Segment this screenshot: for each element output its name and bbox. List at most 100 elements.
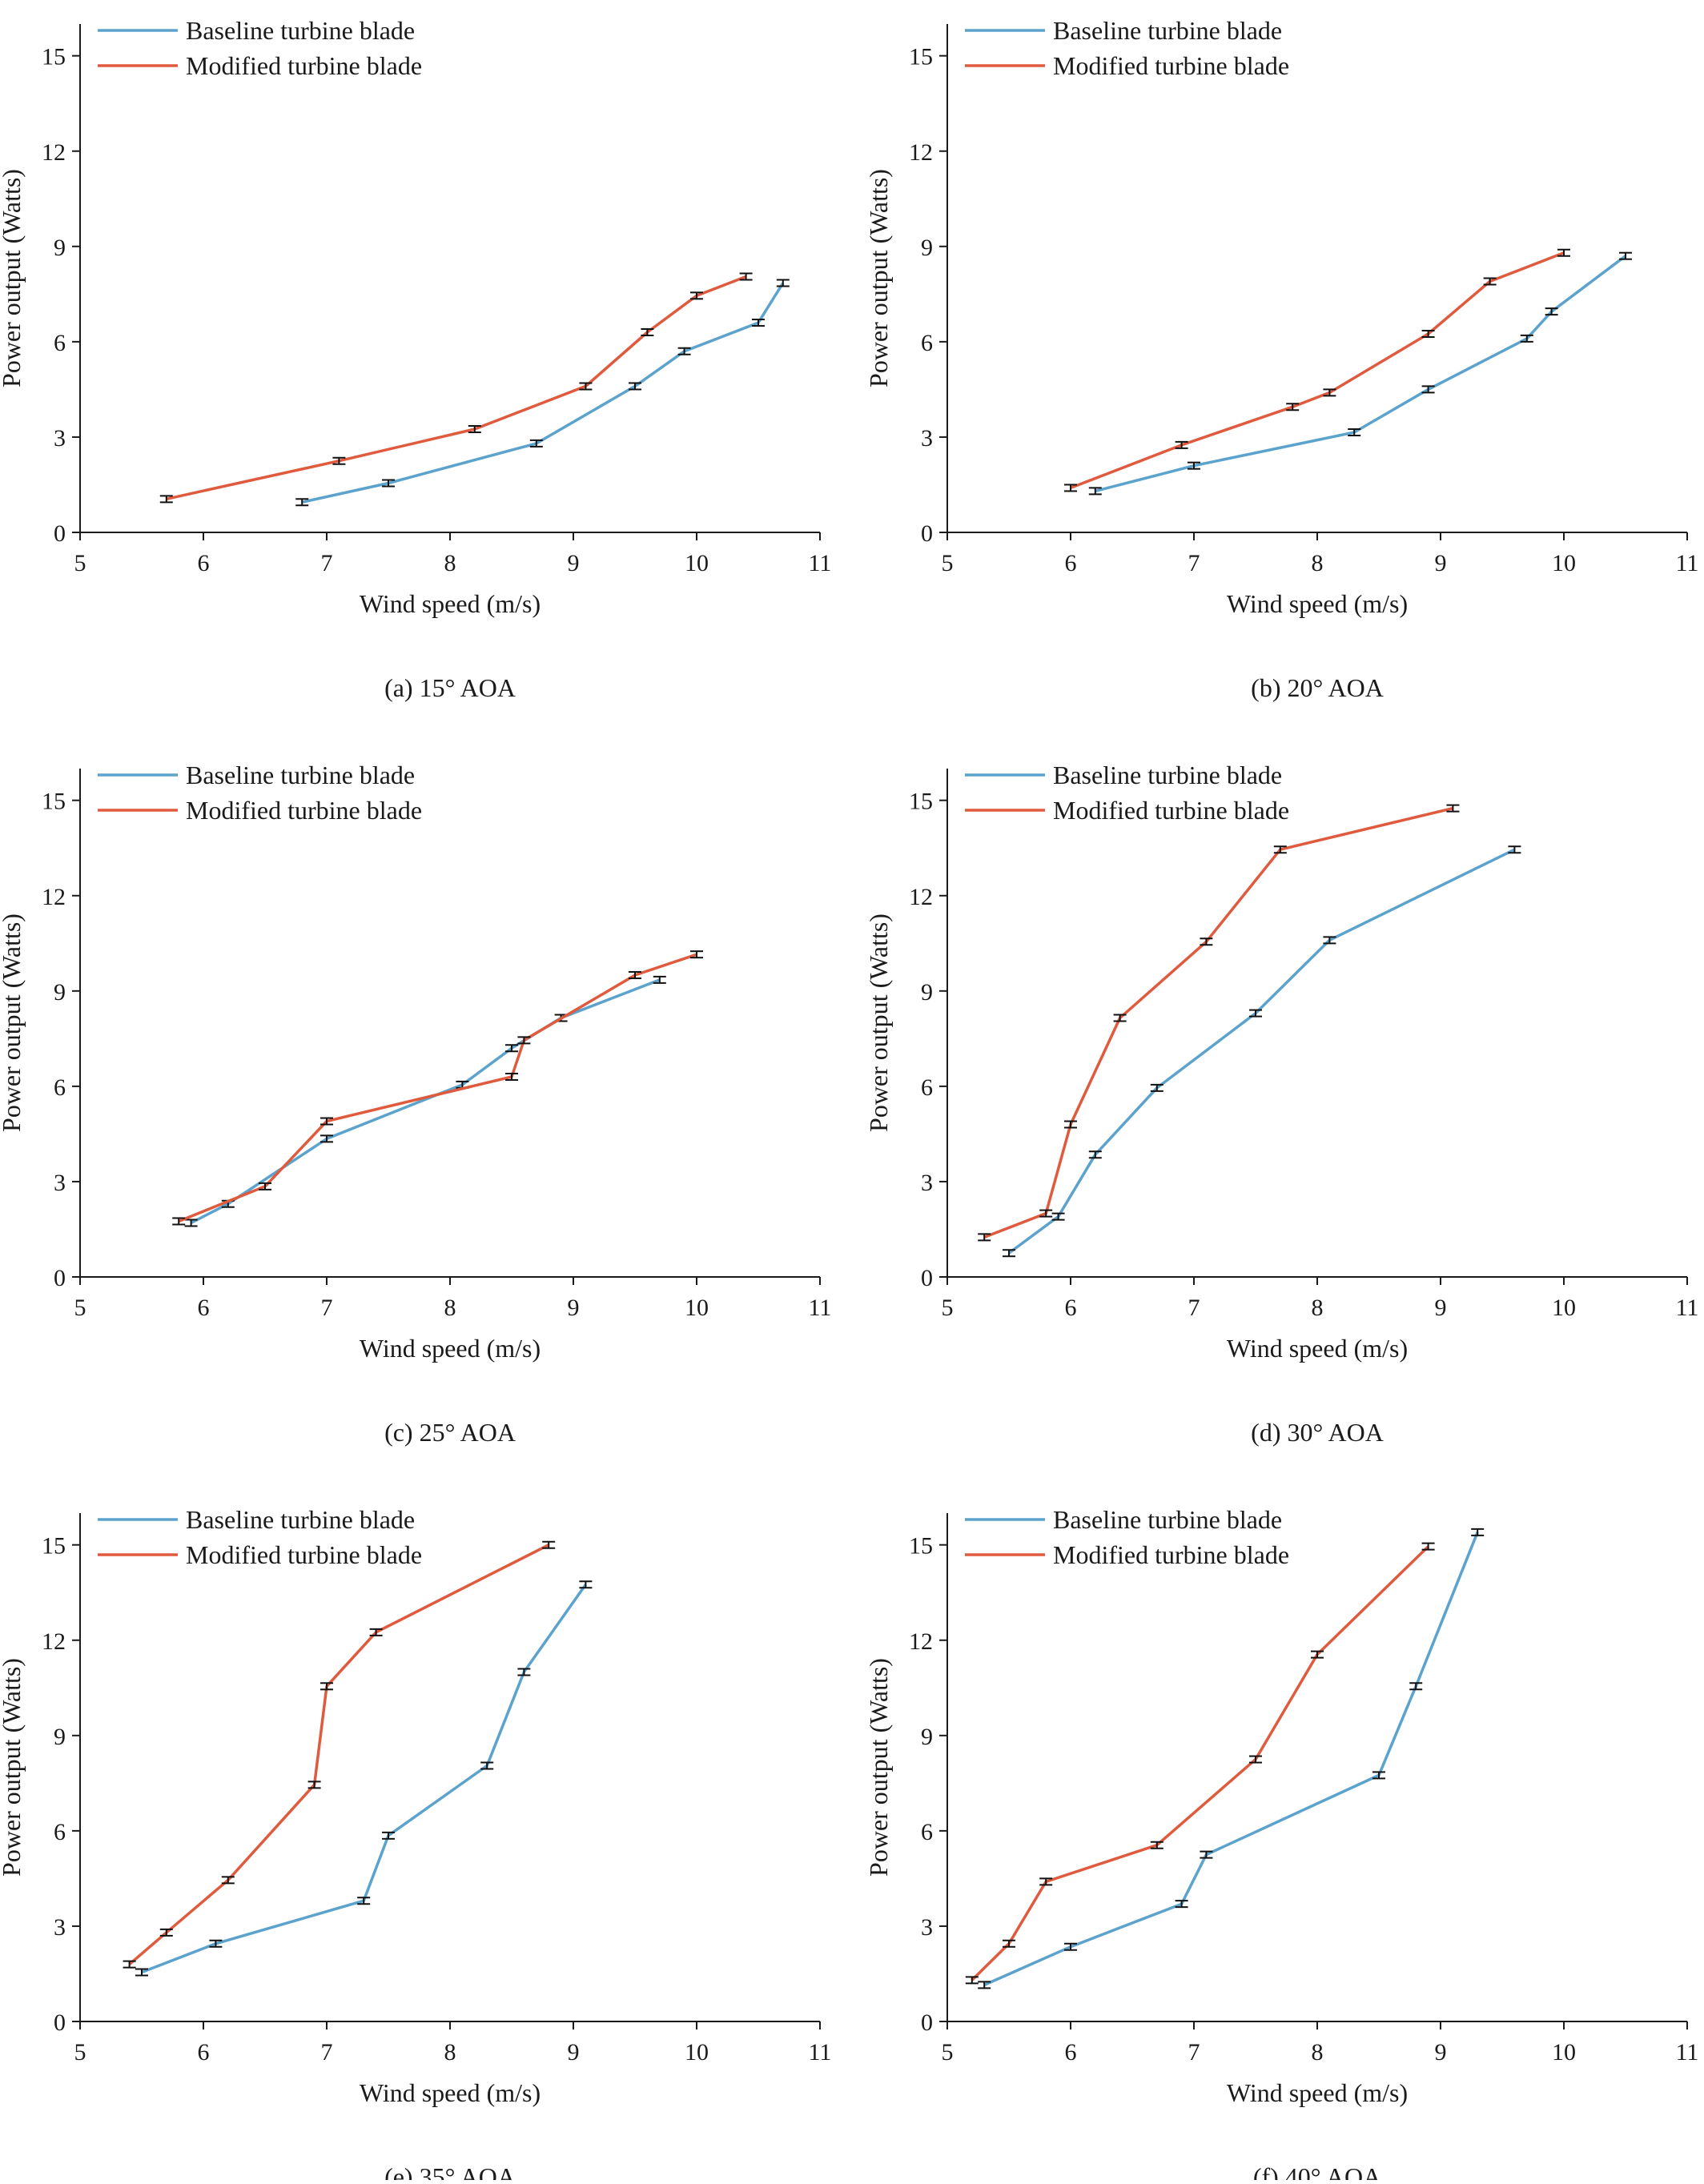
x-tick-label: 11	[809, 1295, 832, 1321]
modified-data-point	[1064, 1120, 1077, 1129]
modified-data-point	[320, 1682, 333, 1691]
y-tick-label: 15	[42, 44, 66, 70]
modified-data-point	[690, 950, 703, 959]
baseline-data-point	[629, 382, 641, 391]
modified-legend-label: Modified turbine blade	[186, 796, 422, 825]
baseline-data-point	[480, 1761, 494, 1770]
modified-data-point	[1064, 484, 1077, 492]
baseline-data-point	[1249, 1009, 1262, 1018]
modified-data-point	[159, 495, 173, 504]
y-tick-label: 3	[921, 1914, 933, 1941]
modified-data-point	[1421, 329, 1435, 338]
x-tick-label: 5	[74, 1295, 86, 1321]
x-tick-label: 7	[321, 550, 333, 576]
y-tick-label: 0	[54, 1265, 66, 1291]
baseline-data-point	[184, 1218, 198, 1227]
y-tick-label: 6	[921, 330, 933, 356]
baseline-data-point	[1520, 334, 1533, 343]
baseline-data-point	[1188, 461, 1200, 470]
baseline-series-line	[983, 1532, 1479, 1987]
panel-caption: (c) 25° AOA	[384, 1418, 516, 1447]
x-tick-label: 7	[321, 2039, 333, 2066]
y-tick-label: 12	[909, 884, 933, 910]
x-tick-label: 7	[1188, 2039, 1200, 2066]
x-tick-label: 8	[444, 1295, 456, 1321]
y-tick-label: 12	[42, 1628, 66, 1655]
x-tick-label: 9	[568, 1295, 580, 1321]
baseline-data-point	[1421, 385, 1435, 394]
baseline-data-point	[776, 279, 790, 287]
x-tick-label: 5	[74, 2039, 86, 2066]
baseline-data-point	[579, 1580, 593, 1589]
baseline-data-point	[978, 1981, 991, 1989]
modified-legend-label: Modified turbine blade	[186, 1540, 422, 1569]
baseline-data-point	[1200, 1850, 1213, 1859]
modified-series-line	[983, 806, 1453, 1239]
y-tick-label: 15	[42, 789, 66, 815]
y-axis-label: Power output (Watts)	[864, 169, 893, 387]
x-tick-label: 7	[1188, 550, 1200, 576]
x-axis-label: Wind speed (m/s)	[360, 589, 541, 618]
y-axis-label: Power output (Watts)	[0, 169, 26, 387]
legend: Baseline turbine blade Modified turbine b…	[98, 1505, 422, 1569]
modified-data-point	[1323, 388, 1336, 397]
baseline-data-point	[357, 1897, 371, 1905]
baseline-data-point	[677, 347, 691, 355]
x-tick-label: 10	[685, 550, 709, 576]
y-tick-label: 0	[921, 1265, 933, 1291]
y-tick-label: 15	[42, 1533, 66, 1560]
baseline-data-point	[209, 1939, 223, 1948]
modified-data-point	[221, 1876, 235, 1885]
modified-series-line	[128, 1544, 549, 1965]
y-axis-label: Power output (Watts)	[0, 1658, 26, 1877]
modified-data-point	[468, 425, 481, 434]
x-tick-label: 8	[1312, 1295, 1324, 1321]
modified-data-point	[1421, 1542, 1435, 1551]
baseline-data-point	[1348, 428, 1361, 436]
modified-data-point	[641, 327, 654, 336]
x-tick-label: 10	[1552, 1295, 1576, 1321]
baseline-legend-label: Baseline turbine blade	[1053, 761, 1282, 789]
baseline-series-line	[1007, 848, 1516, 1255]
x-tick-label: 8	[1312, 2039, 1324, 2066]
panel-caption: (f) 40° AOA	[1253, 2162, 1381, 2180]
y-tick-label: 15	[909, 789, 933, 815]
modified-data-point	[369, 1628, 383, 1636]
y-tick-label: 6	[54, 1074, 66, 1101]
baseline-data-point	[382, 1831, 395, 1840]
baseline-data-point	[295, 498, 309, 507]
x-tick-label: 8	[444, 550, 456, 576]
x-tick-label: 11	[1676, 550, 1699, 576]
y-tick-label: 0	[921, 2009, 933, 2036]
x-tick-label: 7	[321, 1295, 333, 1321]
baseline-data-point	[517, 1668, 531, 1676]
modified-data-point	[1003, 1939, 1015, 1948]
x-tick-label: 6	[198, 2039, 210, 2066]
baseline-data-point	[1508, 845, 1521, 854]
y-tick-label: 9	[921, 235, 933, 261]
modified-data-point	[1113, 1014, 1127, 1022]
y-tick-label: 3	[54, 1914, 66, 1941]
chart-panel-2: 5 6 7 8 9 10 11 0 3 6 9 12 15 Wind speed (m/s) Power o…	[864, 16, 1698, 702]
y-tick-label: 12	[909, 139, 933, 166]
y-tick-label: 12	[42, 884, 66, 910]
baseline-data-point	[1003, 1249, 1015, 1258]
legend: Baseline turbine blade Modified turbine b…	[98, 16, 422, 80]
legend: Baseline turbine blade Modified turbine b…	[965, 761, 1289, 825]
y-tick-label: 9	[921, 979, 933, 1006]
baseline-data-point	[1619, 251, 1632, 260]
x-tick-label: 10	[685, 1295, 709, 1321]
baseline-data-point	[505, 1044, 518, 1053]
modified-data-point	[1039, 1209, 1053, 1218]
y-tick-label: 0	[921, 520, 933, 547]
x-tick-label: 11	[809, 550, 832, 576]
baseline-data-point	[1409, 1682, 1423, 1691]
baseline-data-point	[1088, 487, 1102, 496]
modified-legend-label: Modified turbine blade	[1053, 51, 1289, 80]
modified-data-point	[1249, 1755, 1262, 1764]
modified-data-point	[517, 1036, 531, 1045]
modified-data-point	[1200, 937, 1213, 946]
x-tick-label: 10	[1552, 550, 1576, 576]
x-tick-label: 9	[568, 2039, 580, 2066]
